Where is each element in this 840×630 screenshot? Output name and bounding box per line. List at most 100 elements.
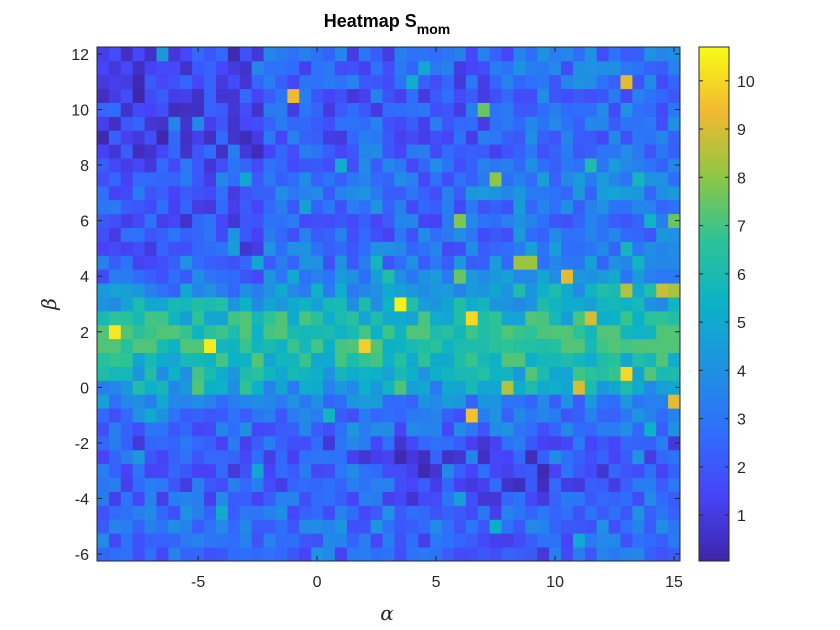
heatmap-cell <box>275 199 288 215</box>
heatmap-cell <box>668 227 681 242</box>
heatmap-cell <box>418 310 431 326</box>
heatmap-cell <box>156 241 169 256</box>
heatmap-cell <box>215 324 229 340</box>
heatmap-cell <box>144 310 157 326</box>
heatmap-cell <box>632 547 645 562</box>
heatmap-cell <box>251 199 264 215</box>
heatmap-cell <box>287 533 300 548</box>
heatmap-cell <box>227 213 241 228</box>
heatmap-cell <box>239 283 253 298</box>
heatmap-cell <box>120 241 134 256</box>
heatmap-cell <box>477 227 491 242</box>
heatmap-cell <box>489 352 502 367</box>
heatmap-cell <box>596 227 610 242</box>
heatmap-cell <box>394 422 407 437</box>
heatmap-cell <box>620 324 633 340</box>
heatmap-cell <box>287 547 300 562</box>
heatmap-cell <box>144 172 157 187</box>
heatmap-cell <box>442 491 455 506</box>
heatmap-cell <box>632 352 645 367</box>
heatmap-cell <box>144 158 157 173</box>
heatmap-cell <box>370 297 383 312</box>
heatmap-cell <box>132 435 145 451</box>
heatmap-cell <box>144 380 157 395</box>
heatmap-cell <box>584 185 598 201</box>
heatmap-cell <box>168 241 181 256</box>
heatmap-cell <box>263 449 276 465</box>
heatmap-cell <box>334 352 348 367</box>
heatmap-cell <box>251 491 264 506</box>
heatmap-cell <box>525 477 538 492</box>
heatmap-cell <box>477 547 491 562</box>
heatmap-cell <box>596 60 610 76</box>
heatmap-cell <box>453 283 467 298</box>
heatmap-cell <box>358 310 372 326</box>
heatmap-cell <box>263 213 276 228</box>
heatmap-cell <box>632 172 645 187</box>
heatmap-cell <box>453 255 467 270</box>
heatmap-cell <box>608 158 621 173</box>
heatmap-cell <box>168 185 181 201</box>
heatmap-cell <box>656 241 669 256</box>
heatmap-cell <box>370 255 383 270</box>
heatmap-cell <box>418 241 431 256</box>
heatmap-cell <box>144 547 157 562</box>
heatmap-cell <box>287 102 300 117</box>
colorbar-tick-label: 3 <box>737 412 746 429</box>
heatmap-cell <box>204 158 217 173</box>
heatmap-cell <box>346 366 360 381</box>
heatmap-cell <box>418 88 431 103</box>
heatmap-cell <box>596 283 610 298</box>
heatmap-cell <box>144 227 157 242</box>
heatmap-cell <box>108 324 122 340</box>
heatmap-cell <box>572 324 586 340</box>
heatmap-cell <box>656 352 669 367</box>
heatmap-cell <box>156 366 169 381</box>
heatmap-cell <box>204 185 217 201</box>
heatmap-cell <box>239 324 253 340</box>
heatmap-cell <box>323 102 336 117</box>
heatmap-cell <box>120 422 134 437</box>
heatmap-cell <box>192 324 205 340</box>
heatmap-cell <box>97 435 110 451</box>
heatmap-cell <box>120 505 134 520</box>
heatmap-cell <box>501 408 514 423</box>
heatmap-cell <box>358 408 372 423</box>
heatmap-cell <box>572 185 586 201</box>
heatmap-cell <box>227 60 241 76</box>
heatmap-cell <box>537 269 550 284</box>
heatmap-cell <box>406 158 419 173</box>
heatmap-cell <box>382 352 395 367</box>
heatmap-cell <box>644 213 657 228</box>
heatmap-cell <box>584 47 598 62</box>
heatmap-cell <box>668 199 681 215</box>
heatmap-cell <box>358 130 372 145</box>
heatmap-cell <box>430 130 443 145</box>
heatmap-cell <box>561 172 574 187</box>
heatmap-cell <box>120 47 134 62</box>
heatmap-cell <box>632 60 645 76</box>
heatmap-cell <box>239 338 253 354</box>
heatmap-cell <box>537 394 550 409</box>
heatmap-cell <box>108 435 122 451</box>
heatmap-cell <box>97 310 110 326</box>
heatmap-cell <box>561 310 574 326</box>
heatmap-cell <box>406 130 419 145</box>
heatmap-cell <box>239 227 253 242</box>
heatmap-cell <box>644 366 657 381</box>
heatmap-cell <box>192 491 205 506</box>
heatmap-cell <box>668 130 681 145</box>
heatmap-cell <box>227 283 241 298</box>
heatmap-cell <box>584 199 598 215</box>
heatmap-cell <box>406 435 419 451</box>
heatmap-cell <box>584 449 598 465</box>
heatmap-cell <box>632 283 645 298</box>
heatmap-cell <box>442 366 455 381</box>
y-tick-label: 4 <box>80 269 89 286</box>
heatmap-cell <box>97 241 110 256</box>
heatmap-cell <box>394 463 407 479</box>
heatmap-cell <box>370 310 383 326</box>
heatmap-cell <box>406 185 419 201</box>
heatmap-cell <box>263 505 276 520</box>
heatmap-cell <box>311 366 324 381</box>
